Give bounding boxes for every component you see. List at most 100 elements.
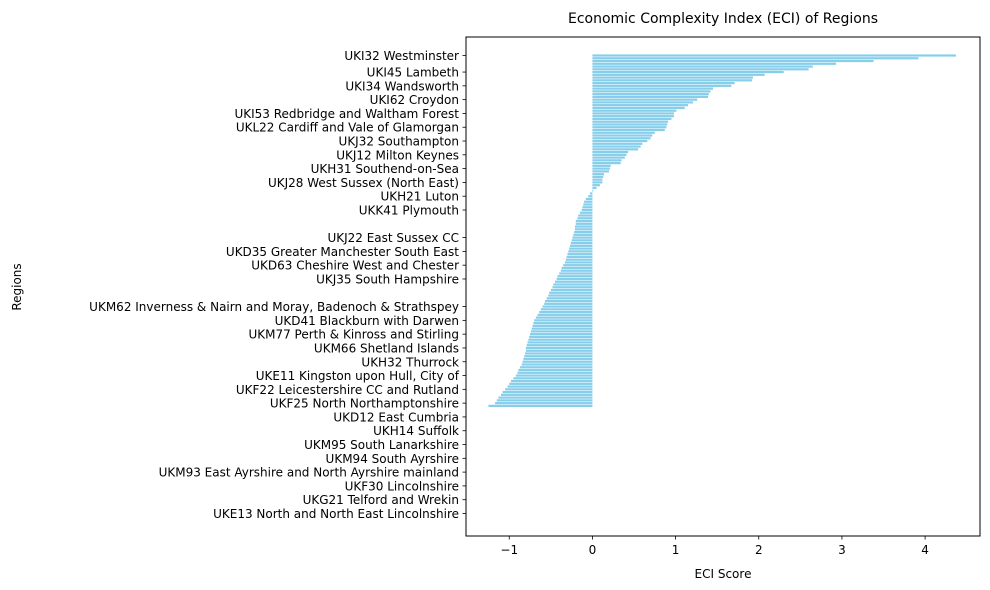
- y-tick-label: UKJ28 West Sussex (North East): [268, 176, 459, 190]
- bar: [592, 112, 674, 114]
- bar: [592, 176, 603, 178]
- bar: [592, 140, 647, 142]
- y-tick-label: UKJ12 Milton Keynes: [336, 148, 459, 162]
- bar: [523, 361, 593, 363]
- bar: [592, 154, 626, 156]
- y-tick-label: UKD12 East Cumbria: [333, 410, 459, 424]
- bar: [497, 399, 593, 401]
- bar: [572, 236, 592, 238]
- bar: [592, 104, 688, 106]
- bar: [571, 242, 593, 244]
- bar: [530, 333, 592, 335]
- bar: [569, 248, 592, 250]
- y-tick-label: UKH32 Thurrock: [361, 355, 459, 369]
- bar: [536, 317, 593, 319]
- bar: [501, 394, 592, 396]
- bar: [592, 71, 783, 73]
- bar: [508, 385, 593, 387]
- bar: [557, 278, 593, 280]
- bar: [592, 90, 710, 92]
- bar: [576, 223, 593, 225]
- y-tick-label: UKF25 North Northamptonshire: [270, 397, 459, 411]
- bar: [566, 259, 593, 261]
- bar: [592, 85, 731, 87]
- bar: [592, 168, 609, 170]
- y-tick-label: UKD35 Greater Manchester South East: [226, 245, 459, 259]
- x-tick-label: −1: [500, 543, 518, 557]
- bar: [551, 289, 593, 291]
- bar: [592, 118, 671, 120]
- bar: [526, 347, 593, 349]
- y-tick-label: UKF22 Leicestershire CC and Rutland: [236, 383, 459, 397]
- chart-title: Economic Complexity Index (ECI) of Regio…: [568, 11, 878, 27]
- bar: [592, 110, 676, 112]
- y-tick-label: UKM93 East Ayrshire and North Ayrshire m…: [159, 466, 459, 480]
- bar: [572, 239, 593, 241]
- bar: [583, 203, 592, 205]
- bar: [575, 225, 592, 227]
- x-tick-label: 4: [921, 543, 929, 557]
- bar: [516, 374, 593, 376]
- y-tick-label: UKI34 Wandsworth: [345, 79, 459, 93]
- y-tick-label: UKJ32 Southampton: [339, 135, 459, 149]
- bar: [592, 99, 697, 101]
- bar: [592, 165, 610, 167]
- bar: [547, 297, 593, 299]
- y-tick-label: UKE13 North and North East Lincolnshire: [213, 507, 459, 521]
- bar: [549, 292, 592, 294]
- x-tick-label: 1: [672, 543, 680, 557]
- y-axis-label: Regions: [10, 263, 24, 310]
- bar: [562, 267, 593, 269]
- bar: [498, 397, 592, 399]
- y-tick-label: UKH14 Suffolk: [373, 424, 459, 438]
- bar: [538, 314, 593, 316]
- bar: [503, 391, 593, 393]
- bar: [573, 234, 592, 236]
- bar: [592, 76, 753, 78]
- x-tick-label: 2: [755, 543, 763, 557]
- y-tick-label: UKG21 Telford and Wrekin: [303, 493, 459, 507]
- bar: [592, 162, 620, 164]
- bars-group: [488, 54, 955, 407]
- bar: [592, 181, 602, 183]
- bar: [527, 344, 593, 346]
- bar: [586, 198, 593, 200]
- y-tick-label: UKD63 Cheshire West and Chester: [251, 259, 459, 273]
- y-tick-label: UKK41 Plymouth: [359, 204, 459, 218]
- bar: [543, 305, 593, 307]
- bar: [592, 156, 624, 158]
- bar: [592, 173, 604, 175]
- y-tick-label: UKE11 Kingston upon Hull, City of: [256, 369, 460, 383]
- bar: [592, 121, 668, 123]
- bar: [545, 300, 592, 302]
- bar: [592, 101, 693, 103]
- y-tick-label: UKF30 Lincolnshire: [345, 479, 459, 493]
- bar: [592, 74, 764, 76]
- bar: [541, 308, 593, 310]
- bar: [592, 93, 708, 95]
- bar: [592, 60, 873, 62]
- y-tick-label: UKI62 Croydon: [370, 93, 459, 107]
- bar: [525, 352, 592, 354]
- bar: [592, 134, 652, 136]
- bar: [533, 325, 593, 327]
- y-tick-label: UKH31 Southend-on-Sea: [311, 162, 459, 176]
- bar: [509, 383, 592, 385]
- bar: [592, 123, 667, 125]
- bar: [505, 388, 592, 390]
- bar: [544, 303, 592, 305]
- plot-frame: [466, 37, 980, 536]
- bar: [582, 206, 592, 208]
- bar: [529, 336, 592, 338]
- bar: [590, 192, 592, 194]
- y-tick-label: UKD41 Blackburn with Darwen: [275, 314, 459, 328]
- bar: [567, 256, 593, 258]
- bar: [592, 137, 650, 139]
- y-tick-label: UKM77 Perth & Kinross and Stirling: [248, 328, 459, 342]
- bar: [592, 143, 642, 145]
- bar: [592, 187, 596, 189]
- bar: [592, 159, 621, 161]
- bar: [526, 350, 593, 352]
- bar: [533, 322, 592, 324]
